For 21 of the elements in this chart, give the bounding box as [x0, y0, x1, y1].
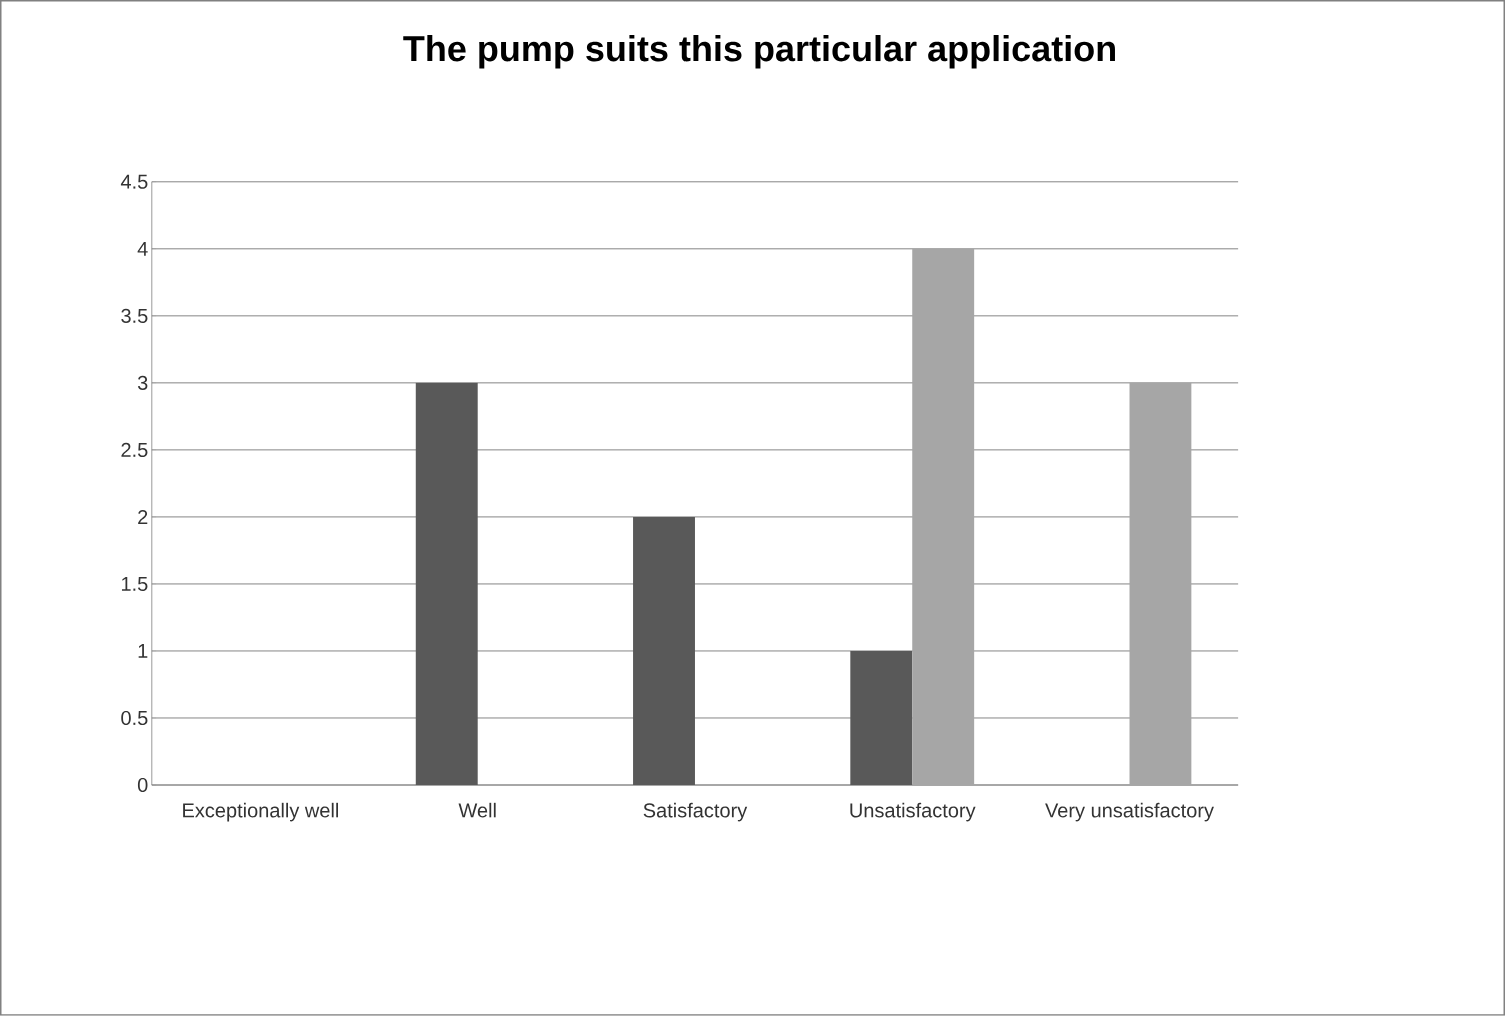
bar — [850, 651, 913, 786]
y-tick-label: 4 — [137, 242, 148, 256]
bar — [1129, 382, 1192, 786]
y-tick-label: 3 — [137, 375, 148, 391]
y-tick-label: 0.5 — [121, 710, 148, 726]
bar — [633, 516, 695, 786]
y-tick-label: 2.5 — [121, 442, 148, 458]
x-tick-label: Unsatisfactory — [850, 802, 976, 822]
x-tick-label: Exceptionally well — [183, 802, 339, 822]
x-tick-label: Satisfactory — [643, 802, 748, 822]
y-tick-label: 3.5 — [121, 308, 148, 323]
y-tick-label: 2 — [138, 510, 148, 524]
bar — [415, 382, 478, 786]
bar — [912, 248, 975, 786]
y-tick-label: 4.5 — [120, 174, 148, 189]
x-tick-label: Well — [458, 802, 496, 818]
y-tick-label: 1 — [138, 644, 148, 658]
chart-title: The pump suits this particular application — [403, 35, 1115, 69]
y-tick-label: 1.5 — [121, 577, 148, 591]
y-tick-label: 0 — [137, 778, 148, 793]
x-tick-label: Very unsatisfactory — [1045, 802, 1214, 822]
